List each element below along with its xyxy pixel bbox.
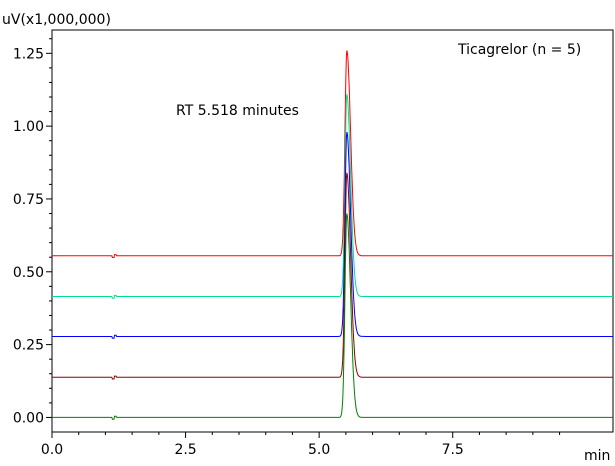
series-line-3 [52,172,613,380]
y-tick-label-5: 1.25 [13,46,44,62]
x-axis-unit: min [584,448,610,464]
y-axis-unit: uV(x1,000,000) [2,12,111,28]
series-line-4 [52,213,613,420]
x-tick-label-2: 5.0 [308,442,330,458]
axis-layer: 0.0 2.5 5.0 7.5 0.00 0.25 0.50 0.75 1.00 1.25 [13,38,561,458]
plot-frame [51,29,614,433]
x-tick-label-0: 0.0 [41,442,63,458]
y-tick-label-1: 0.25 [13,338,44,354]
x-tick-label-1: 2.5 [174,442,196,458]
x-tick-label-3: 7.5 [442,442,464,458]
series-layer [52,50,613,420]
y-tick-label-0: 0.00 [13,410,44,426]
series-line-0 [52,50,613,258]
series-line-2 [52,131,613,339]
sample-annotation: Ticagrelor (n = 5) [457,42,581,58]
retention-annotation: RT 5.518 minutes [176,103,299,119]
y-tick-label-2: 0.50 [13,265,44,281]
series-line-1 [52,94,613,299]
y-tick-label-3: 0.75 [13,192,44,208]
y-tick-label-4: 1.00 [13,119,44,135]
